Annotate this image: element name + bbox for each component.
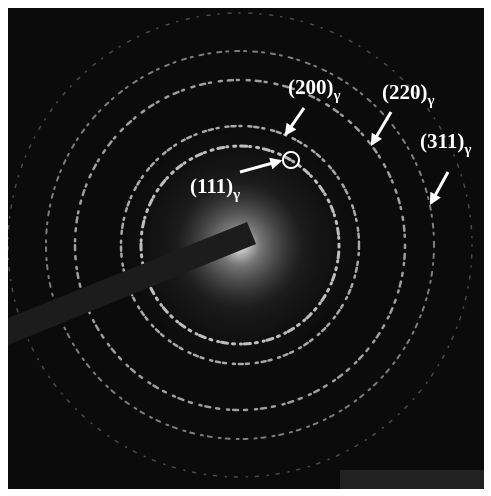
label-text: (311) [420,129,464,153]
label-text: (220) [382,80,428,104]
label-sub: γ [232,187,240,203]
label-sub: γ [427,93,435,109]
diffraction-pattern: (200)γ (220)γ (311)γ (111)γ [0,0,491,496]
label-text: (200) [288,75,334,99]
label-sub: γ [463,142,471,158]
corner-shadow [340,470,484,489]
page: (200)γ (220)γ (311)γ (111)γ (() => { con… [0,0,491,496]
label-text: (111) [190,174,233,198]
label-sub: γ [333,88,341,104]
